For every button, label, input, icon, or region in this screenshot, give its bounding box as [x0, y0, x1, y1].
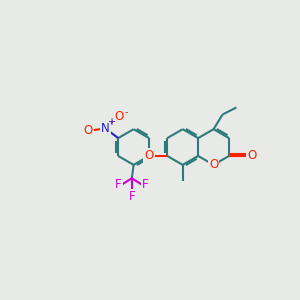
Text: O: O: [209, 158, 218, 171]
Text: O: O: [84, 124, 93, 136]
Text: +: +: [107, 117, 115, 128]
Text: O: O: [115, 110, 124, 123]
Text: O: O: [144, 149, 153, 162]
Text: F: F: [142, 178, 148, 191]
Text: O: O: [247, 149, 256, 162]
Text: N: N: [101, 122, 110, 135]
Text: F: F: [128, 190, 135, 203]
Text: F: F: [115, 178, 122, 191]
Text: -: -: [124, 107, 128, 118]
